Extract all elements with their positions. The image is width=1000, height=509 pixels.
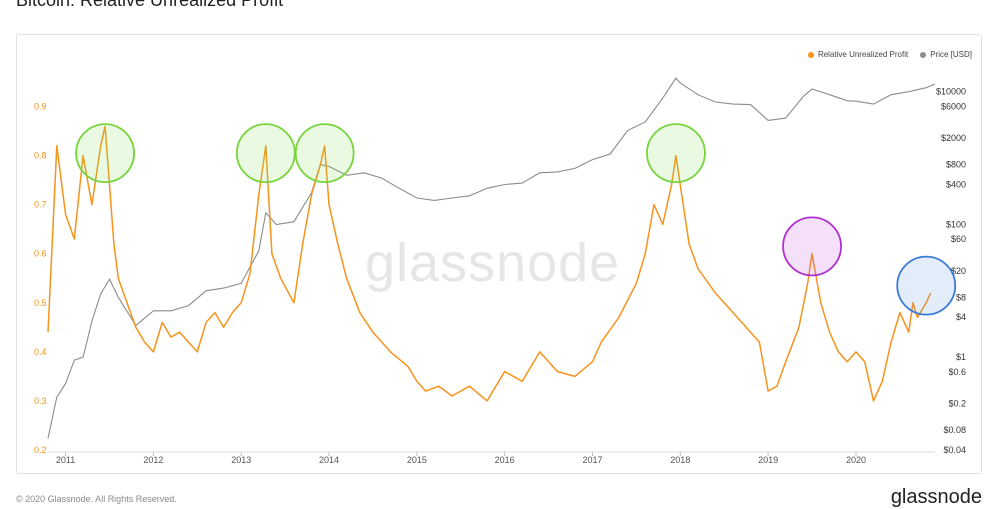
legend-item-price[interactable]: Price [USD] [920, 50, 972, 59]
x-tick-label: 2020 [846, 455, 866, 465]
x-tick-label: 2016 [495, 455, 515, 465]
legend-label-rup: Relative Unrealized Profit [817, 50, 909, 59]
chart-panel [16, 34, 982, 474]
annotation-circle-green [75, 123, 135, 184]
y-right-tick-label: $60 [951, 234, 966, 244]
rup-series-line [47, 125, 932, 402]
x-tick-label: 2014 [319, 455, 339, 465]
y-right-tick-label: $100 [946, 219, 966, 229]
y-right-tick-label: $6000 [941, 101, 966, 111]
y-right-tick-label: $8 [956, 292, 966, 302]
brand-logo: glassnode [890, 486, 982, 508]
price-dot-icon [920, 51, 927, 58]
x-tick-label: 2015 [407, 455, 427, 465]
y-right-tick-label: $4 [956, 312, 966, 322]
x-tick-label: 2018 [670, 455, 690, 465]
y-left-tick-label: 0.6 [34, 249, 47, 259]
y-left-tick-label: 0.3 [34, 396, 47, 406]
annotation-circle-green [646, 123, 706, 184]
y-right-tick-label: $0.2 [948, 399, 966, 409]
price-series-line [47, 77, 936, 439]
y-left-tick-label: 0.7 [34, 200, 47, 210]
legend-item-rup[interactable]: Relative Unrealized Profit [807, 50, 909, 59]
page-title: Bitcoin: Relative Unrealized Profit [16, 0, 284, 10]
annotation-circle-purple [782, 216, 842, 277]
y-right-tick-label: $0.04 [943, 445, 966, 455]
x-tick-label: 2019 [758, 455, 778, 465]
x-tick-label: 2011 [56, 455, 75, 465]
y-right-tick-label: $0.6 [948, 367, 966, 377]
legend: Relative Unrealized Profit Price [USD] [807, 50, 972, 59]
y-right-tick-label: $1 [956, 352, 966, 362]
x-tick-label: 2017 [582, 455, 602, 465]
y-left-tick-label: 0.2 [34, 445, 47, 455]
y-right-tick-label: $20 [951, 266, 966, 276]
x-tick-label: 2012 [143, 455, 163, 465]
annotation-circle-green [235, 123, 296, 184]
x-tick-label: 2013 [231, 455, 251, 465]
y-left-tick-label: 0.8 [34, 151, 47, 161]
annotation-circle-blue [896, 255, 957, 316]
y-left-tick-label: 0.4 [34, 347, 47, 357]
y-right-tick-label: $0.08 [943, 425, 966, 435]
y-right-tick-label: $2000 [941, 133, 966, 143]
y-left-tick-label: 0.9 [34, 102, 47, 112]
y-right-tick-label: $10000 [936, 87, 966, 97]
y-right-tick-label: $800 [946, 160, 966, 170]
legend-label-price: Price [USD] [930, 50, 972, 59]
watermark: glassnode [365, 233, 621, 293]
annotation-circle-green [294, 123, 355, 184]
rup-dot-icon [807, 51, 814, 58]
copyright: © 2020 Glassnode. All Rights Reserved. [16, 494, 177, 504]
y-left-tick-label: 0.5 [34, 298, 47, 308]
y-right-tick-label: $400 [946, 179, 966, 189]
